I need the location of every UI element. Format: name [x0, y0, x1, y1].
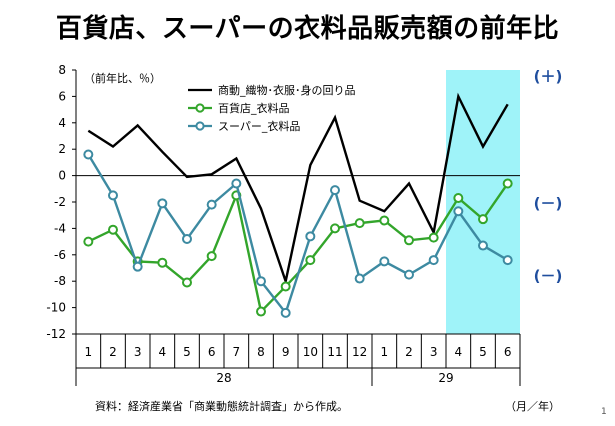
- x-category-label: 8: [257, 345, 265, 359]
- x-category-label: 9: [282, 345, 290, 359]
- data-point: [182, 277, 192, 288]
- y-tick-label: -6: [54, 248, 66, 262]
- x-unit-label: （月／年）: [505, 400, 560, 413]
- legend-entry-0: 商動_織物･衣服･身の回り品: [218, 83, 356, 97]
- x-category-label: 1: [85, 345, 93, 359]
- y-tick-label: 6: [58, 89, 66, 103]
- data-point: [428, 255, 439, 266]
- data-point: [305, 231, 316, 242]
- sign-annotation: (－): [534, 194, 563, 212]
- x-category-label: 5: [479, 345, 487, 359]
- sign-annotation: (－): [534, 267, 563, 285]
- data-point: [404, 269, 414, 280]
- legend-marker-1: [195, 103, 205, 113]
- data-point: [83, 236, 94, 247]
- data-point: [280, 307, 291, 318]
- data-point: [478, 214, 488, 225]
- y-tick-label: -2: [54, 195, 66, 209]
- series-line-0: [87, 92, 509, 286]
- data-point: [157, 257, 168, 268]
- data-point: [379, 256, 390, 267]
- data-point: [256, 306, 266, 317]
- data-point: [280, 281, 291, 292]
- data-point: [182, 233, 192, 244]
- data-point: [157, 198, 168, 209]
- data-point: [502, 255, 513, 266]
- data-point: [428, 232, 439, 243]
- page-number: 1: [601, 407, 607, 417]
- y-tick-label: 0: [58, 169, 66, 183]
- data-point: [83, 149, 94, 160]
- x-category-label: 10: [303, 345, 318, 359]
- y-tick-label: 2: [58, 142, 66, 156]
- data-point: [206, 251, 217, 262]
- x-category-label: 4: [455, 345, 463, 359]
- x-category-label: 2: [405, 345, 413, 359]
- x-category-label: 12: [352, 345, 367, 359]
- x-category-label: 2: [109, 345, 117, 359]
- x-category-label: 4: [159, 345, 167, 359]
- x-category-label: 11: [327, 345, 342, 359]
- data-point: [379, 215, 390, 226]
- x-category-label: 5: [183, 345, 191, 359]
- year-label: 29: [438, 371, 453, 385]
- data-point: [404, 235, 414, 246]
- y-tick-label: -12: [46, 327, 66, 341]
- data-point: [478, 240, 488, 251]
- year-label: 28: [216, 371, 231, 385]
- data-point: [132, 261, 143, 272]
- chart-title: 百貨店、スーパーの衣料品販売額の前年比: [55, 14, 560, 44]
- data-point: [354, 218, 365, 229]
- data-point: [354, 273, 365, 284]
- y-tick-label: -4: [54, 221, 66, 235]
- legend-marker-2: [195, 121, 205, 131]
- x-category-label: 7: [233, 345, 241, 359]
- data-point: [256, 276, 266, 287]
- y-tick-label: -8: [54, 274, 66, 288]
- x-category-label: 6: [504, 345, 512, 359]
- y-unit-label: （前年比、％）: [84, 71, 161, 85]
- data-point: [206, 199, 217, 210]
- series-line-2: [87, 153, 509, 316]
- data-point: [502, 178, 513, 189]
- data-point: [453, 206, 464, 217]
- data-point: [108, 190, 118, 201]
- data-point: [231, 178, 242, 189]
- y-tick-label: -10: [46, 301, 66, 315]
- y-tick-label: 4: [58, 116, 66, 130]
- legend-entry-1: 百貨店_衣料品: [218, 101, 290, 115]
- x-category-label: 1: [381, 345, 389, 359]
- data-point: [330, 185, 340, 196]
- legend-entry-2: スーパー_衣料品: [218, 119, 300, 133]
- series-line-1: [87, 182, 509, 314]
- sign-annotation: (＋): [534, 68, 563, 86]
- data-point: [108, 224, 118, 235]
- source-note: 資料：経済産業省「商業動態統計調査」から作成。: [95, 400, 348, 413]
- x-category-label: 6: [208, 345, 216, 359]
- x-category-label: 3: [134, 345, 142, 359]
- data-point: [453, 193, 464, 204]
- data-point: [305, 255, 316, 266]
- data-point: [330, 223, 340, 234]
- y-tick-label: 8: [58, 63, 66, 77]
- x-category-label: 3: [430, 345, 438, 359]
